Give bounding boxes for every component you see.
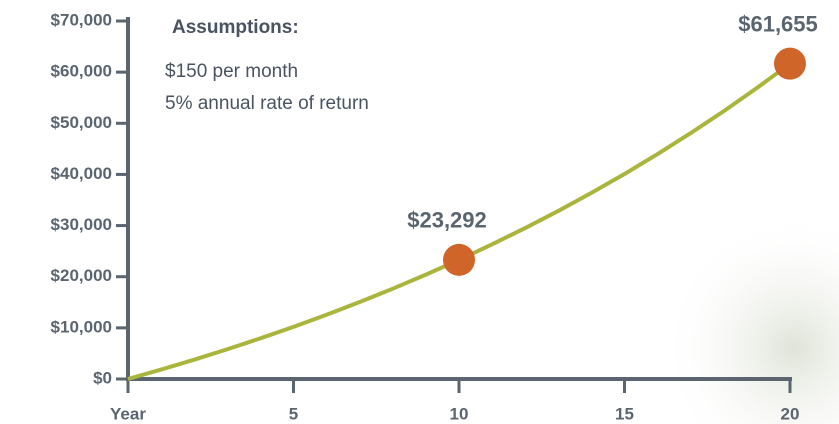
x-tick-label: Year [110,404,146,423]
value-label: $23,292 [407,208,487,233]
assumptions-heading: Assumptions: [172,17,299,38]
assumption: 5% annual rate of return [165,93,369,114]
assumption: $150 per month [165,61,298,82]
x-tick-label: 15 [615,404,634,423]
x-tick-label: 10 [450,404,469,423]
y-tick-label: $60,000 [51,62,112,81]
chart: Assumptions: $150 per month 5% annual ra… [0,0,839,424]
x-tick-label: 5 [289,404,298,423]
marker [774,48,806,80]
y-tick-label: $70,000 [51,10,112,29]
value-label: $61,655 [738,11,818,36]
marker [443,244,475,276]
y-tick-label: $20,000 [51,266,112,285]
y-tick-label: $50,000 [51,113,112,132]
y-tick-label: $30,000 [51,215,112,234]
x-tick-label: 20 [781,404,800,423]
y-tick-label: $40,000 [51,164,112,183]
y-tick-label: $10,000 [51,317,112,336]
y-tick-label: $0 [93,368,112,387]
